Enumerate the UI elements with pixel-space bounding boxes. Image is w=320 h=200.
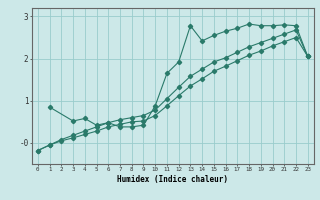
X-axis label: Humidex (Indice chaleur): Humidex (Indice chaleur) (117, 175, 228, 184)
